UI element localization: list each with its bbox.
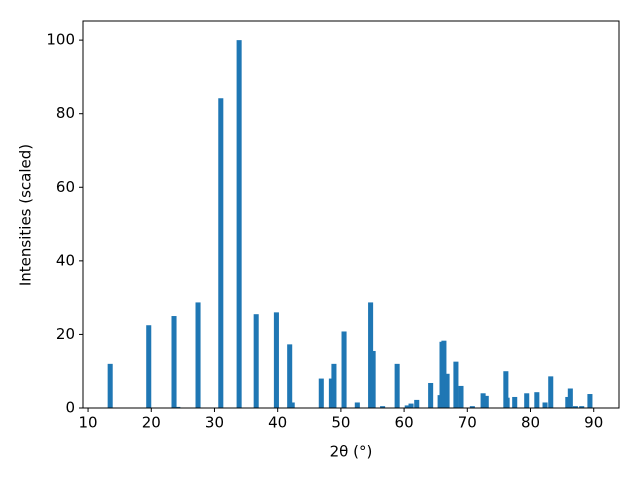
bar (218, 98, 224, 408)
bar (146, 325, 152, 408)
x-tick-label: 60 (395, 414, 414, 432)
bar (414, 399, 420, 408)
bar (404, 405, 410, 408)
bar (253, 314, 259, 408)
x-tick-label: 70 (458, 414, 477, 432)
x-axis-label: 2θ (°) (330, 443, 373, 461)
bar (504, 397, 510, 408)
x-tick-label: 80 (521, 414, 540, 432)
bar (341, 331, 347, 408)
x-tick-label: 30 (205, 414, 224, 432)
plot-frame (82, 20, 620, 409)
bar (318, 378, 324, 408)
bar (512, 396, 518, 408)
bar (469, 406, 475, 408)
bar (524, 393, 530, 408)
y-tick-label: 20 (56, 325, 75, 343)
bar (273, 312, 279, 408)
y-axis-label: Intensities (scaled) (17, 144, 35, 286)
y-tick-label: 40 (56, 251, 75, 269)
bar (370, 350, 376, 408)
bar (380, 406, 386, 408)
y-tick-label: 0 (65, 399, 75, 417)
bar (171, 316, 177, 408)
bar (483, 395, 489, 408)
bar (195, 302, 201, 408)
bar (107, 363, 113, 408)
x-tick-label: 90 (584, 414, 603, 432)
bar (579, 406, 585, 408)
bar (480, 393, 486, 408)
bar (444, 373, 450, 408)
y-tick-label: 80 (56, 104, 75, 122)
y-tick-label: 100 (46, 31, 75, 49)
bar (587, 394, 593, 408)
bar (503, 371, 509, 408)
bar (567, 388, 573, 408)
bar (441, 340, 447, 408)
x-tick-label: 10 (79, 414, 98, 432)
bar (236, 40, 242, 409)
bar (289, 402, 295, 408)
bar (287, 344, 293, 408)
bar (408, 403, 414, 408)
bar (548, 376, 554, 408)
bar (458, 385, 464, 408)
bar (453, 361, 459, 408)
bar (175, 406, 181, 408)
bar (542, 402, 548, 408)
bar (328, 378, 334, 408)
x-tick-label: 40 (268, 414, 287, 432)
bar (428, 382, 434, 408)
x-tick-label: 20 (142, 414, 161, 432)
y-tick-label: 60 (56, 178, 75, 196)
x-tick-label: 50 (331, 414, 350, 432)
bar (572, 406, 578, 408)
bar (331, 363, 337, 408)
bar (354, 402, 360, 408)
bar (394, 363, 400, 408)
bar (534, 392, 540, 408)
